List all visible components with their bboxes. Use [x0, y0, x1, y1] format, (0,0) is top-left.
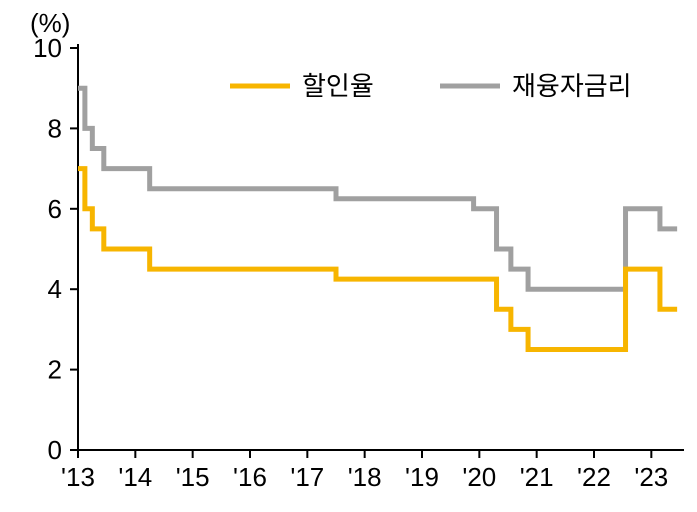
x-tick-label: '15: [176, 462, 210, 492]
y-tick-label: 4: [48, 274, 62, 304]
rate-chart: 0246810(%)'13'14'15'16'17'18'19'20'21'22…: [0, 0, 697, 512]
legend-label-refi: 재융자금리: [512, 71, 632, 101]
y-tick-label: 8: [48, 113, 62, 143]
y-tick-label: 2: [48, 355, 62, 385]
y-tick-label: 0: [48, 435, 62, 465]
x-tick-label: '23: [634, 462, 668, 492]
x-tick-label: '14: [118, 462, 152, 492]
x-tick-label: '19: [405, 462, 439, 492]
chart-container: 0246810(%)'13'14'15'16'17'18'19'20'21'22…: [0, 0, 697, 512]
legend-label-discount: 할인율: [302, 71, 374, 101]
x-tick-label: '18: [348, 462, 382, 492]
x-tick-label: '21: [520, 462, 554, 492]
x-tick-label: '16: [233, 462, 267, 492]
y-tick-label: 6: [48, 194, 62, 224]
x-tick-label: '22: [577, 462, 611, 492]
x-tick-label: '20: [462, 462, 496, 492]
x-tick-label: '17: [290, 462, 324, 492]
y-axis-unit-label: (%): [30, 8, 70, 38]
x-tick-label: '13: [61, 462, 95, 492]
